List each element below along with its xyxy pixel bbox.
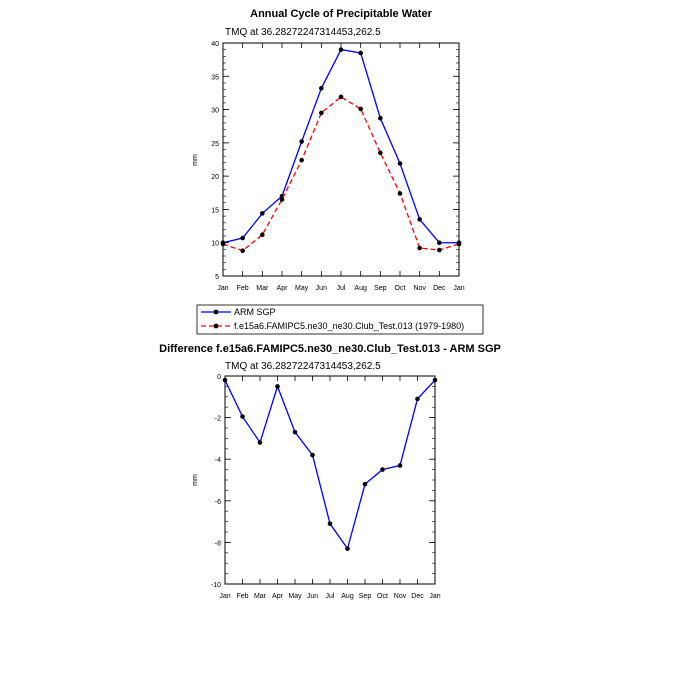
axes: Jan Feb Mar Apr May Jun Jul Aug Sep Oct Nov Dec Jan 5… (211, 41, 465, 292)
legend-marker-model (213, 323, 219, 329)
y-tick-label: -6 (215, 499, 221, 506)
data-point (358, 106, 363, 112)
legend: ARM SGP f.e15a6.FAMIPC5.ne30_ne30.Club_T… (196, 304, 484, 335)
legend-marker-arm (213, 309, 219, 315)
x-tick-label: Jul (326, 593, 335, 600)
x-tick-label: May (295, 285, 309, 292)
data-point (338, 47, 344, 52)
data-point (380, 467, 385, 472)
data-point (275, 384, 280, 389)
y-axis-label: mm (192, 154, 199, 166)
legend-entry-model: f.e15a6.FAMIPC5.ne30_ne30.Club_Test.013 … (234, 321, 464, 331)
x-tick-label: Sep (374, 285, 387, 292)
data-point (417, 245, 422, 251)
data-point (240, 414, 245, 419)
x-tick-label: Feb (236, 593, 248, 600)
y-tick-label: 10 (211, 241, 219, 248)
x-tick-label: Mar (254, 593, 267, 600)
y-tick-label: 15 (211, 207, 219, 214)
data-point (260, 232, 265, 238)
data-point (319, 85, 324, 91)
data-point (378, 150, 383, 156)
plot-frame (222, 42, 460, 277)
x-tick-label: Aug (354, 285, 367, 292)
x-tick-label: Jan (217, 285, 228, 292)
y-tick-label: 20 (211, 174, 219, 181)
annual-cycle-chart: Annual Cycle of Precipitable Water TMQ a… (192, 8, 465, 292)
x-tick-label: Jan (429, 593, 440, 600)
legend-box (196, 304, 484, 335)
data-point (240, 235, 245, 241)
legend-entry-arm: ARM SGP (234, 307, 276, 317)
data-point (432, 377, 438, 383)
chart-subtitle: TMQ at 36.28272247314453,262.5 (225, 361, 381, 372)
x-tick-label: Oct (377, 593, 388, 600)
y-tick-label: -4 (215, 457, 221, 464)
data-point (299, 139, 304, 144)
data-point (417, 217, 422, 222)
data-point (437, 240, 442, 246)
series-line (222, 48, 459, 244)
difference-chart: Difference f.e15a6.FAMIPC5.ne30_ne30.Clu… (159, 343, 501, 600)
data-point (456, 241, 462, 247)
data-point (397, 191, 403, 196)
y-tick-label: 30 (211, 108, 219, 115)
chart-title: Difference f.e15a6.FAMIPC5.ne30_ne30.Clu… (159, 343, 501, 355)
x-tick-label: Feb (237, 285, 249, 292)
x-tick-label: Aug (341, 593, 354, 600)
series-line (222, 96, 460, 252)
data-point (345, 546, 350, 551)
data-point (292, 429, 298, 435)
data-point (358, 50, 363, 56)
series-group (222, 377, 438, 551)
x-tick-label: Jan (453, 285, 464, 292)
x-tick-label: Jan (219, 593, 230, 600)
data-point (338, 94, 344, 100)
data-point (319, 110, 324, 116)
y-tick-label: 5 (215, 274, 219, 281)
chart-title: Annual Cycle of Precipitable Water (250, 8, 432, 20)
x-tick-label: Sep (359, 593, 372, 600)
x-tick-label: Apr (277, 285, 289, 292)
x-tick-label: Oct (395, 285, 406, 292)
y-tick-label: 25 (211, 141, 219, 148)
x-tick-label: Nov (394, 593, 407, 600)
y-tick-label: 35 (211, 74, 219, 81)
data-point (299, 157, 304, 163)
x-tick-label: Dec (433, 285, 446, 292)
plot-frame (224, 375, 436, 585)
data-point (240, 248, 245, 254)
data-point (415, 396, 420, 402)
data-point (327, 521, 333, 526)
x-tick-label: Mar (256, 285, 269, 292)
series-group (220, 47, 462, 254)
data-point (222, 377, 228, 383)
data-point (279, 197, 285, 202)
x-tick-label: Nov (413, 285, 426, 292)
data-point (260, 211, 265, 216)
data-point (362, 481, 368, 487)
x-tick-label: May (288, 593, 302, 600)
y-tick-label: 0 (217, 374, 221, 381)
y-tick-label: -8 (215, 540, 221, 547)
x-tick-label: Jun (316, 285, 327, 292)
x-tick-label: Jul (337, 285, 346, 292)
y-tick-label: -10 (211, 582, 221, 589)
data-point (257, 440, 263, 445)
data-point (310, 452, 315, 458)
y-tick-label: -2 (215, 416, 221, 423)
x-tick-label: Apr (272, 593, 284, 600)
data-point (397, 463, 403, 468)
data-point (397, 161, 403, 166)
x-tick-label: Dec (411, 593, 424, 600)
data-point (220, 241, 226, 247)
y-tick-label: 40 (211, 41, 219, 48)
y-axis-label: mm (192, 474, 199, 486)
axes: Jan Feb Mar Apr May Jun Jul Aug Sep Oct Nov Dec Jan -… (211, 374, 441, 600)
chart-subtitle: TMQ at 36.28272247314453,262.5 (225, 27, 381, 38)
x-tick-label: Jun (307, 593, 318, 600)
data-point (437, 247, 442, 253)
data-point (378, 115, 383, 121)
